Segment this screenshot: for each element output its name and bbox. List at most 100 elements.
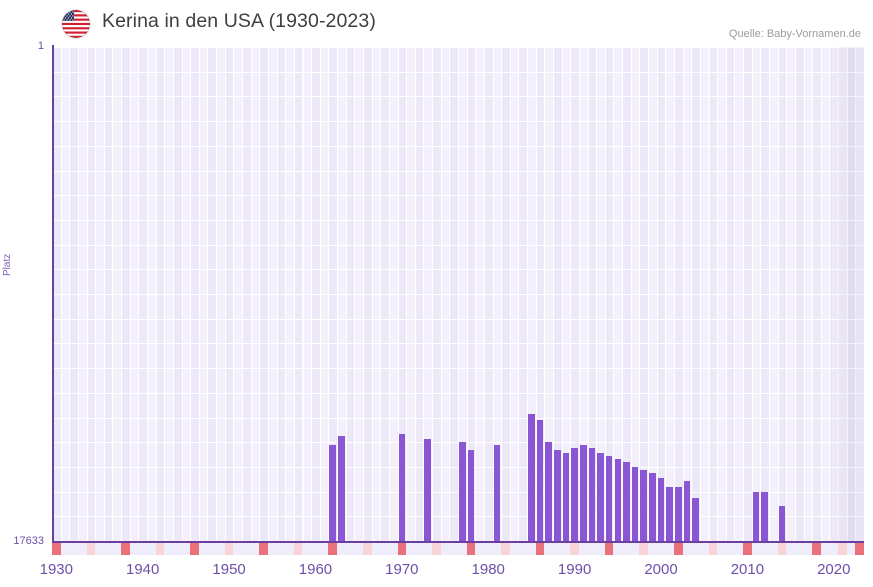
gridline-vertical: [579, 47, 580, 541]
year-marker: [812, 543, 821, 555]
gridline-vertical: [657, 47, 658, 541]
gridline-vertical: [709, 47, 710, 541]
bar[interactable]: [467, 450, 475, 541]
year-marker: [639, 543, 649, 555]
page-title: Kerina in den USA (1930-2023): [102, 10, 376, 32]
year-marker: [708, 543, 718, 555]
gridline-vertical: [372, 47, 373, 541]
gridline-vertical: [838, 47, 839, 541]
x-axis-tick-label: 1950: [212, 561, 246, 578]
bar[interactable]: [588, 447, 596, 541]
gridline-vertical: [475, 47, 476, 541]
bar[interactable]: [640, 470, 647, 541]
gridline-vertical: [380, 47, 381, 541]
bar[interactable]: [528, 414, 535, 541]
gridline-vertical: [363, 47, 364, 541]
bar[interactable]: [554, 450, 561, 541]
gridline-vertical: [173, 47, 174, 541]
gridline-vertical: [648, 47, 649, 541]
gridline-vertical: [613, 47, 614, 541]
year-marker: [777, 543, 787, 555]
gridline-vertical: [303, 47, 304, 541]
gridline-vertical: [847, 47, 848, 541]
gridline-vertical: [398, 47, 399, 541]
bar[interactable]: [338, 436, 345, 541]
year-marker: [673, 543, 683, 555]
bar[interactable]: [424, 439, 432, 541]
bar[interactable]: [692, 498, 699, 541]
gridline-vertical: [674, 47, 675, 541]
gridline-vertical: [631, 47, 632, 541]
gridline-vertical: [726, 47, 727, 541]
bar[interactable]: [666, 486, 673, 541]
bar[interactable]: [605, 456, 613, 541]
gridline-vertical: [570, 47, 571, 541]
year-marker: [743, 543, 752, 555]
gridline-vertical: [769, 47, 770, 541]
year-marker: [838, 543, 847, 555]
gridline-vertical: [622, 47, 623, 541]
bar[interactable]: [398, 433, 406, 541]
year-marker: [535, 543, 545, 555]
bar[interactable]: [752, 492, 760, 541]
x-axis-line: [52, 541, 864, 543]
bar[interactable]: [459, 442, 466, 541]
bar[interactable]: [493, 444, 501, 541]
gridline-vertical: [78, 47, 79, 541]
gridline-vertical: [510, 47, 511, 541]
gridline-vertical: [259, 47, 260, 541]
gridline-vertical: [61, 47, 62, 541]
gridline-vertical: [225, 47, 226, 541]
gridline-vertical: [683, 47, 684, 541]
y-axis-tick-bottom: 17633: [13, 535, 44, 547]
gridline-vertical: [700, 47, 701, 541]
gridline-vertical: [734, 47, 735, 541]
shaded-region: [838, 47, 864, 541]
year-marker: [224, 543, 234, 555]
x-axis-tick-label: 2000: [644, 561, 678, 578]
bar[interactable]: [657, 478, 665, 541]
bar[interactable]: [597, 453, 604, 541]
gridline-vertical: [251, 47, 252, 541]
gridline-vertical: [449, 47, 450, 541]
gridline-vertical: [605, 47, 606, 541]
gridline-vertical: [242, 47, 243, 541]
gridline-vertical: [596, 47, 597, 541]
gridline-vertical: [665, 47, 666, 541]
bar[interactable]: [683, 481, 691, 541]
gridline-vertical: [328, 47, 329, 541]
gridline-vertical: [588, 47, 589, 541]
bar[interactable]: [631, 467, 639, 541]
gridline-vertical: [147, 47, 148, 541]
gridline-vertical: [121, 47, 122, 541]
bar[interactable]: [536, 419, 544, 541]
gridline-vertical: [553, 47, 554, 541]
gridline-vertical: [760, 47, 761, 541]
bar[interactable]: [614, 458, 622, 541]
gridline-vertical: [354, 47, 355, 541]
bar[interactable]: [649, 472, 656, 541]
gridline-vertical: [311, 47, 312, 541]
year-marker: [190, 543, 199, 555]
x-axis-tick-label: 1930: [39, 561, 73, 578]
x-axis-tick-label: 1970: [385, 561, 419, 578]
bar[interactable]: [562, 453, 570, 541]
bar[interactable]: [579, 444, 587, 541]
year-marker: [328, 543, 338, 555]
gridline-vertical: [233, 47, 234, 541]
gridline-vertical: [562, 47, 563, 541]
y-axis-title: Platz: [2, 253, 13, 276]
bar[interactable]: [545, 442, 552, 541]
bar[interactable]: [761, 492, 768, 541]
bar[interactable]: [674, 486, 682, 541]
gridline-vertical: [423, 47, 424, 541]
bar[interactable]: [571, 447, 578, 541]
bar[interactable]: [329, 444, 337, 541]
bar[interactable]: [778, 506, 786, 541]
gridline-vertical: [544, 47, 545, 541]
gridline-vertical: [216, 47, 217, 541]
bar[interactable]: [623, 461, 630, 541]
us-flag-icon: [62, 10, 90, 38]
gridline-vertical: [69, 47, 70, 541]
